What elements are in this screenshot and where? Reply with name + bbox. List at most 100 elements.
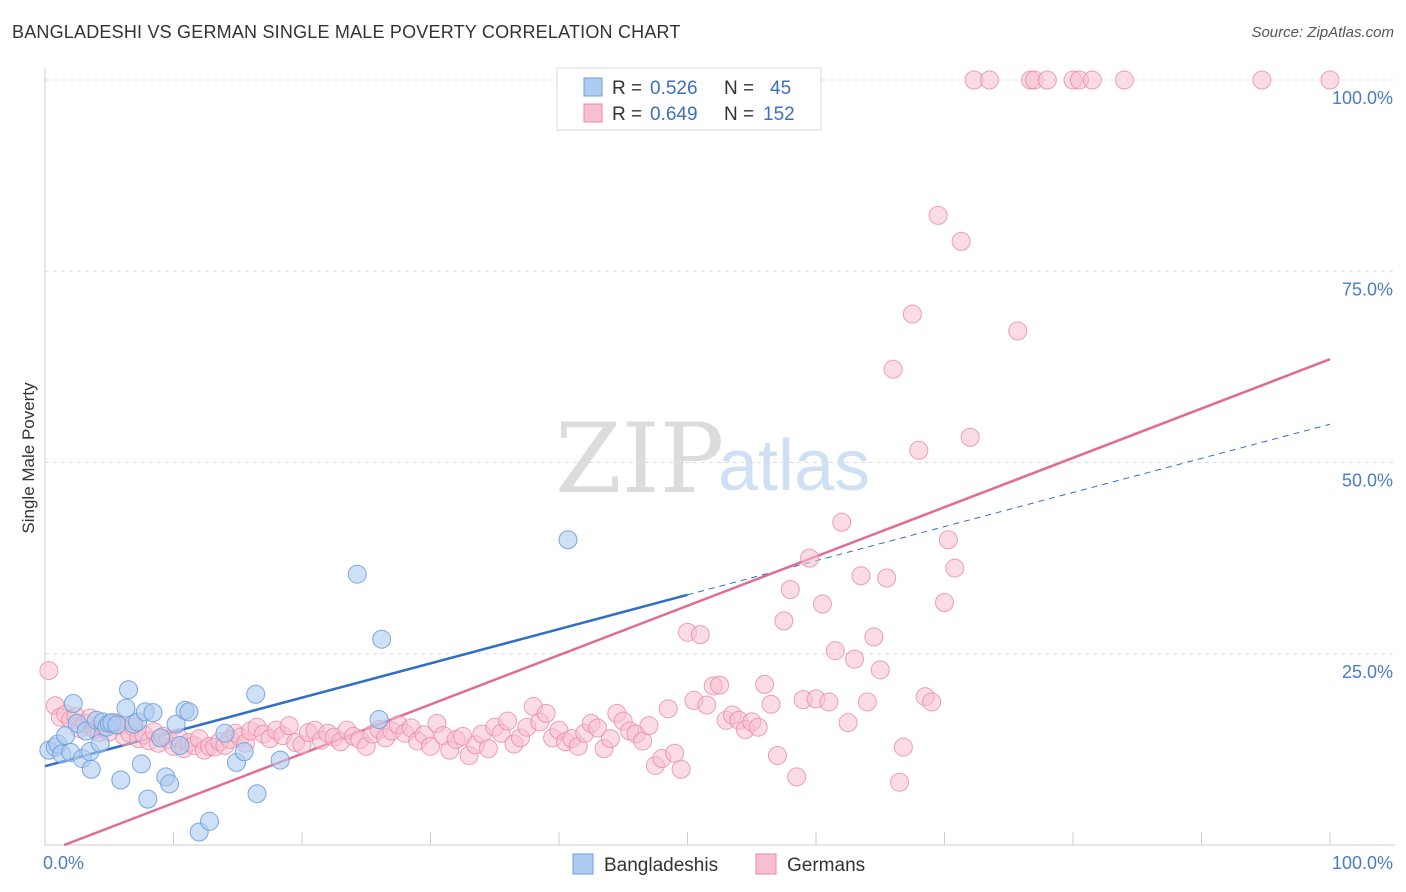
bangladeshi-point-42 [270, 750, 290, 770]
german-point-153 [1008, 321, 1028, 341]
bottom-legend-label-bangladeshis: Bangladeshis [604, 855, 718, 876]
german-point-113 [710, 675, 730, 695]
german-point-135 [851, 566, 871, 586]
german-point-86 [536, 703, 556, 723]
german-point-102 [639, 716, 659, 736]
y-tick-label-1: 50.0% [1342, 471, 1393, 491]
german-point-121 [761, 694, 781, 714]
german-point-162 [1114, 70, 1134, 90]
german-point-139 [877, 568, 897, 588]
german-point-94 [588, 718, 608, 738]
german-point-110 [690, 625, 710, 645]
bangladeshi-point-30 [160, 774, 180, 794]
legend-n-label-1: N = [724, 78, 754, 99]
watermark-zip: ZIP [555, 403, 724, 515]
y-tick-label-2: 75.0% [1342, 279, 1393, 299]
watermark-atlas: atlas [718, 426, 870, 506]
bangladeshi-point-37 [215, 723, 235, 743]
legend-top: R = 0.526 N = 45 R = 0.649 N = 152 [556, 67, 822, 131]
series-germans [39, 70, 1340, 792]
german-point-123 [774, 611, 794, 631]
german-point-151 [951, 231, 971, 251]
german-point-140 [883, 359, 903, 379]
german-point-127 [800, 548, 820, 568]
bangladeshi-point-11 [81, 759, 101, 779]
bottom-legend-swatch-bangladeshis [572, 853, 594, 875]
german-point-141 [890, 772, 910, 792]
bangladeshi-point-21 [119, 680, 139, 700]
german-point-136 [857, 692, 877, 712]
bottom-legend-label-germans: Germans [787, 855, 865, 876]
german-point-137 [864, 627, 884, 647]
legend-swatch-bangladeshis [583, 77, 603, 97]
german-point-150 [945, 558, 965, 578]
german-point-46 [279, 716, 299, 736]
x-tick-labels: 0.0% 100.0% [43, 853, 1393, 873]
german-point-129 [812, 594, 832, 614]
german-point-130 [819, 692, 839, 712]
bangladeshi-point-24 [131, 754, 151, 774]
german-point-152 [960, 427, 980, 447]
german-point-0 [39, 661, 59, 681]
grid [45, 79, 1395, 655]
german-point-147 [928, 205, 948, 225]
bangladeshi-point-41 [247, 784, 267, 804]
bangladeshi-point-43 [347, 564, 367, 584]
german-point-133 [838, 713, 858, 733]
german-point-111 [697, 695, 717, 715]
german-point-77 [478, 739, 498, 759]
legend-n-label-2: N = [724, 104, 754, 125]
german-point-146 [922, 692, 942, 712]
bangladeshi-point-32 [170, 736, 190, 756]
bangladeshi-point-46 [558, 530, 578, 550]
y-axis-label: Single Male Poverty [19, 382, 38, 534]
watermark: ZIP atlas [555, 403, 870, 515]
bangladeshi-point-39 [234, 742, 254, 762]
legend-bottom: Bangladeshis Germans [572, 853, 865, 876]
legend-swatch-germans [583, 103, 603, 123]
german-point-80 [498, 711, 518, 731]
legend-r-label-2: R = [612, 104, 642, 125]
german-point-134 [845, 649, 865, 669]
german-point-144 [909, 440, 929, 460]
x-tick-label-0: 0.0% [43, 853, 84, 873]
bangladeshi-point-28 [151, 728, 171, 748]
german-point-131 [825, 641, 845, 661]
german-point-125 [787, 767, 807, 787]
bangladeshi-point-44 [369, 710, 389, 730]
bottom-legend-swatch-germans [755, 853, 777, 875]
bangladeshi-point-34 [179, 702, 199, 722]
bangladeshi-point-20 [116, 698, 136, 718]
legend-r-label-1: R = [612, 78, 642, 99]
german-point-107 [671, 759, 691, 779]
series-bangladeshis [39, 530, 578, 842]
bangladeshi-point-13 [90, 733, 110, 753]
y-tick-labels: 25.0% 50.0% 75.0% 100.0% [1332, 88, 1393, 682]
german-point-132 [832, 512, 852, 532]
german-point-122 [767, 745, 787, 765]
bangladeshi-point-36 [199, 811, 219, 831]
axes [44, 68, 1395, 846]
bangladeshi-point-26 [138, 789, 158, 809]
german-point-106 [665, 743, 685, 763]
german-point-158 [1037, 70, 1057, 90]
bangladeshi-point-40 [246, 684, 266, 704]
german-point-105 [658, 699, 678, 719]
bangladeshi-point-31 [166, 714, 186, 734]
german-point-163 [1252, 70, 1272, 90]
german-point-149 [938, 530, 958, 550]
legend-n-value-1: 45 [770, 78, 791, 99]
german-point-68 [421, 736, 440, 756]
bangladeshi-point-19 [111, 770, 131, 790]
german-point-142 [893, 737, 913, 757]
german-point-124 [780, 579, 800, 599]
chart-title: BANGLADESHI VS GERMAN SINGLE MALE POVERT… [12, 22, 681, 42]
legend-n-value-2: 152 [763, 104, 795, 125]
german-point-155 [979, 70, 999, 90]
german-point-164 [1320, 70, 1340, 90]
german-point-138 [870, 660, 890, 680]
y-tick-label-0: 25.0% [1342, 662, 1393, 682]
chart-source: Source: ZipAtlas.com [1251, 24, 1394, 41]
german-point-143 [902, 304, 922, 324]
